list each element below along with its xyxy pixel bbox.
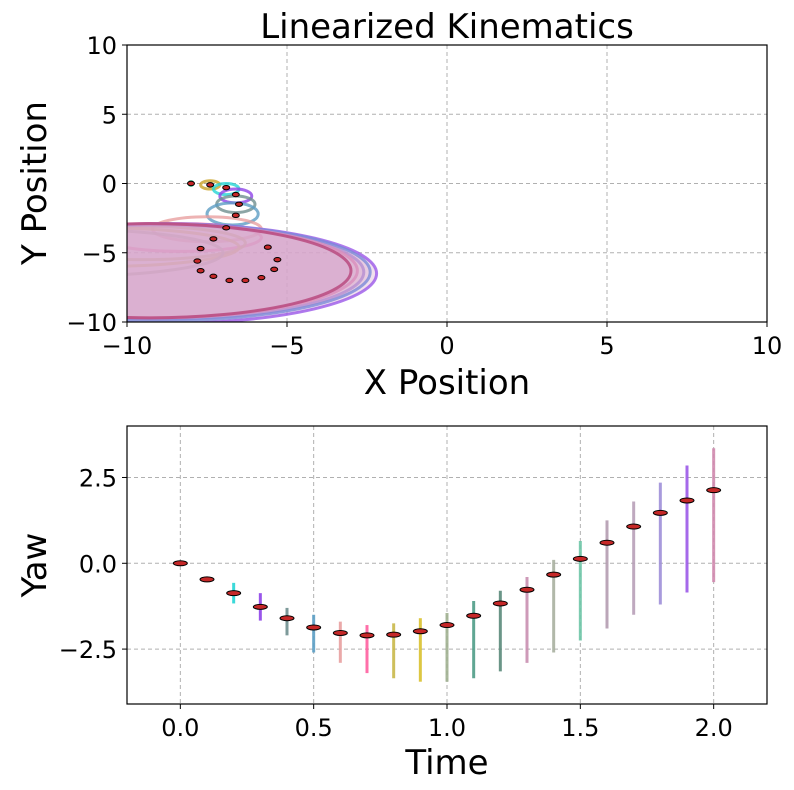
- yaw-marker: [306, 624, 322, 631]
- yaw-marker: [412, 628, 428, 635]
- bottom-y-tick-label: 0.0: [79, 550, 117, 578]
- top-uncertainty-ellipses: [127, 179, 379, 322]
- position-marker: [225, 277, 234, 284]
- bottom-x-label: Time: [404, 743, 488, 783]
- top-ticks: −10 −5 0 5 10 10 5 0 −5 −10: [66, 32, 782, 360]
- position-marker: [196, 245, 205, 252]
- yaw-marker: [626, 523, 642, 530]
- position-marker: [196, 268, 205, 274]
- uncertainty-ellipse: [127, 222, 353, 320]
- yaw-marker: [706, 487, 722, 494]
- yaw-marker: [679, 497, 695, 504]
- position-marker: [187, 180, 195, 187]
- position-marker: [222, 225, 231, 231]
- bottom-x-tick-label: 0.5: [295, 714, 333, 742]
- top-y-tick-label: 5: [102, 101, 117, 129]
- bottom-points: [172, 487, 722, 639]
- top-x-tick-label: 0: [439, 332, 454, 360]
- yaw-marker: [572, 555, 588, 562]
- position-marker: [273, 256, 282, 263]
- yaw-marker: [359, 632, 375, 639]
- yaw-marker: [172, 560, 188, 567]
- position-marker: [257, 274, 266, 281]
- yaw-marker: [279, 615, 295, 622]
- yaw-marker: [466, 612, 482, 619]
- top-y-tick-label: −5: [82, 240, 117, 268]
- uncertainty-ellipse: [127, 229, 225, 276]
- bottom-y-tick-label: −2.5: [59, 636, 117, 664]
- yaw-marker: [252, 603, 268, 610]
- top-y-tick-label: 0: [102, 171, 117, 199]
- yaw-marker: [519, 586, 535, 593]
- top-x-tick-label: −10: [102, 332, 153, 360]
- position-marker: [209, 273, 218, 279]
- uncertainty-ellipse: [127, 226, 241, 268]
- position-marker: [235, 201, 243, 207]
- top-y-tick-label: −10: [66, 309, 117, 337]
- bottom-x-tick-label: 2.0: [695, 714, 733, 742]
- top-y-label: Y Position: [15, 101, 55, 266]
- yaw-marker: [439, 622, 455, 629]
- top-x-tick-label: 10: [752, 332, 783, 360]
- bottom-y-tick-label: 2.5: [79, 464, 117, 492]
- yaw-marker: [199, 576, 215, 583]
- bottom-x-tick-label: 1.5: [561, 714, 599, 742]
- position-marker: [231, 191, 240, 198]
- top-y-tick-label: 10: [86, 32, 117, 60]
- position-marker: [270, 266, 279, 273]
- position-marker: [193, 258, 202, 264]
- yaw-marker: [226, 590, 242, 597]
- position-marker: [222, 184, 231, 191]
- top-panel: Linearized Kinematics −10 −5 0 5 101050−5−10…: [15, 7, 782, 403]
- position-marker: [231, 212, 240, 219]
- position-marker: [263, 244, 272, 250]
- yaw-marker: [546, 571, 562, 578]
- top-x-tick-label: 5: [599, 332, 614, 360]
- yaw-marker: [492, 600, 508, 607]
- yaw-marker: [332, 629, 348, 636]
- top-points: [187, 180, 282, 284]
- yaw-marker: [652, 509, 668, 516]
- top-x-tick-label: −5: [269, 332, 304, 360]
- top-x-label: X Position: [364, 363, 530, 403]
- yaw-marker: [599, 539, 615, 546]
- position-marker: [241, 277, 250, 284]
- bottom-panel: 0.0 0.5 1.0 1.5 2.0 2.5 0.0 −2.5 Time Yaw: [15, 425, 768, 783]
- yaw-marker: [386, 631, 402, 638]
- bottom-x-tick-label: 0.0: [161, 714, 199, 742]
- bottom-ticks: 0.0 0.5 1.0 1.5 2.0 2.5 0.0 −2.5: [59, 464, 733, 742]
- position-marker: [209, 236, 218, 242]
- top-title: Linearized Kinematics: [260, 7, 634, 47]
- bottom-y-label: Yaw: [15, 533, 55, 599]
- bottom-x-tick-label: 1.0: [428, 714, 466, 742]
- position-marker: [206, 182, 215, 188]
